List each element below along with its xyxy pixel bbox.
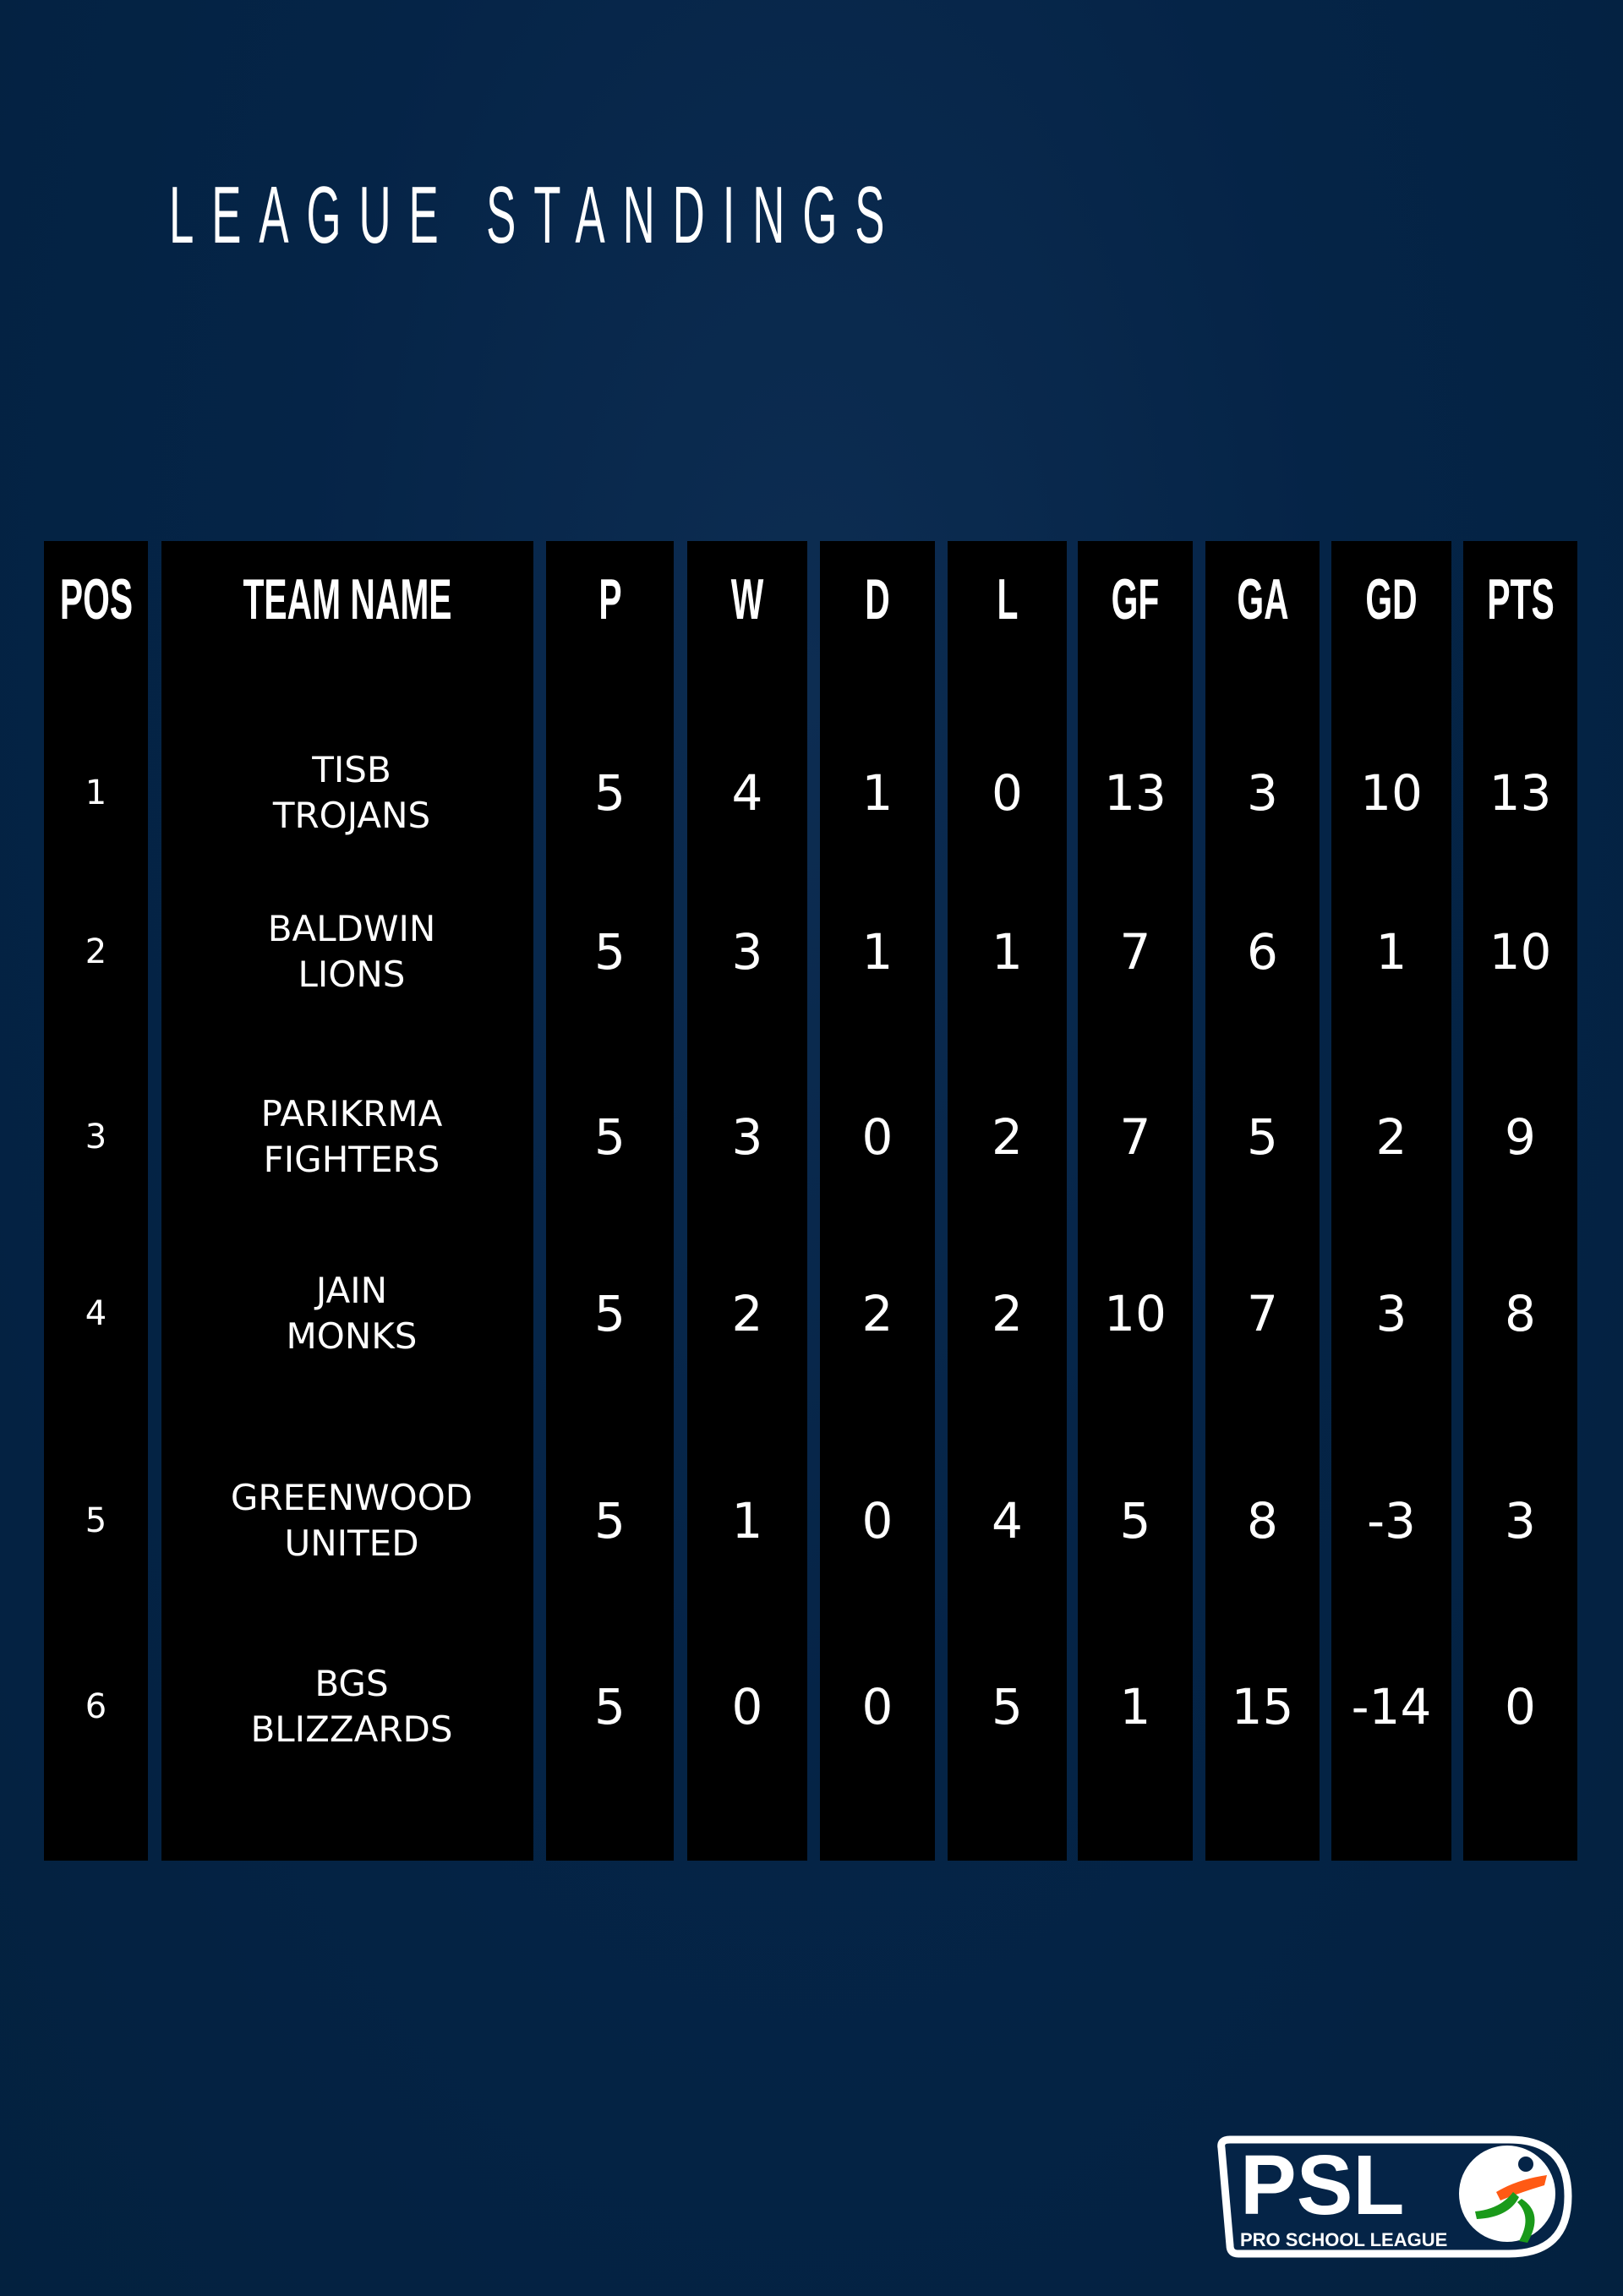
cell-w: 3 bbox=[731, 923, 763, 981]
cell-d: 1 bbox=[861, 764, 893, 822]
cell-l: 5 bbox=[992, 1678, 1023, 1736]
header-gd: GD bbox=[1365, 567, 1418, 631]
cell-w: 1 bbox=[731, 1492, 763, 1550]
team-name-line2: LIONS bbox=[298, 954, 406, 995]
cell-ga: 8 bbox=[1247, 1492, 1278, 1550]
team-name-line1: GREENWOOD bbox=[230, 1477, 473, 1518]
team-name-line1: TISB bbox=[312, 749, 391, 790]
cell-gf: 7 bbox=[1119, 923, 1151, 981]
cell-gf: 7 bbox=[1119, 1108, 1151, 1166]
team-name-line1: JAIN bbox=[315, 1270, 388, 1311]
cell-pos: 1 bbox=[85, 774, 107, 812]
logo-subtitle: PRO SCHOOL LEAGUE bbox=[1240, 2229, 1447, 2250]
cell-gd: 2 bbox=[1375, 1108, 1407, 1166]
column-gf bbox=[1078, 541, 1193, 1861]
cell-l: 2 bbox=[992, 1108, 1023, 1166]
cell-pos: 5 bbox=[85, 1501, 107, 1540]
cell-pos: 3 bbox=[85, 1118, 107, 1156]
team-name-line1: PARIKRMA bbox=[260, 1093, 443, 1134]
header-d: D bbox=[865, 567, 890, 631]
cell-d: 2 bbox=[861, 1285, 893, 1342]
cell-pts: 9 bbox=[1505, 1108, 1536, 1166]
cell-p: 5 bbox=[594, 1492, 626, 1550]
column-d bbox=[820, 541, 935, 1861]
cell-w: 0 bbox=[731, 1678, 763, 1736]
cell-ga: 5 bbox=[1247, 1108, 1278, 1166]
cell-pos: 2 bbox=[85, 932, 107, 971]
cell-d: 1 bbox=[861, 923, 893, 981]
cell-ga: 3 bbox=[1247, 764, 1278, 822]
team-name-line2: TROJANS bbox=[272, 795, 431, 836]
logo-text: PSL bbox=[1240, 2138, 1404, 2233]
header-pos: POS bbox=[59, 567, 133, 631]
cell-d: 0 bbox=[861, 1678, 893, 1736]
cell-pts: 10 bbox=[1489, 923, 1552, 981]
team-name: PARIKRMA FIGHTERS bbox=[261, 1091, 443, 1183]
cell-p: 5 bbox=[594, 1678, 626, 1736]
cell-l: 4 bbox=[992, 1492, 1023, 1550]
cell-gd: 3 bbox=[1375, 1285, 1407, 1342]
header-w: W bbox=[730, 567, 764, 631]
cell-pts: 0 bbox=[1505, 1678, 1536, 1736]
cell-d: 0 bbox=[861, 1108, 893, 1166]
cell-pts: 3 bbox=[1505, 1492, 1536, 1550]
header-gf: GF bbox=[1111, 567, 1160, 631]
psl-logo: PSL PRO SCHOOL LEAGUE bbox=[1217, 2135, 1572, 2258]
column-l bbox=[948, 541, 1067, 1861]
team-name-line2: BLIZZARDS bbox=[250, 1708, 453, 1750]
column-p bbox=[546, 541, 674, 1861]
header-team: TEAM NAME bbox=[243, 567, 452, 631]
cell-gf: 13 bbox=[1104, 764, 1167, 822]
team-name-line2: FIGHTERS bbox=[263, 1139, 440, 1180]
column-team bbox=[161, 541, 533, 1861]
cell-pts: 13 bbox=[1489, 764, 1552, 822]
header-pts: PTS bbox=[1486, 567, 1555, 631]
cell-gf: 10 bbox=[1104, 1285, 1167, 1342]
team-name: TISB TROJANS bbox=[273, 747, 430, 839]
header-l: L bbox=[997, 567, 1018, 631]
cell-ga: 6 bbox=[1247, 923, 1278, 981]
column-pos bbox=[44, 541, 148, 1861]
team-name-line1: BGS bbox=[314, 1663, 389, 1704]
cell-gd: 10 bbox=[1360, 764, 1423, 822]
cell-gf: 5 bbox=[1119, 1492, 1151, 1550]
team-name: BALDWIN LIONS bbox=[268, 906, 436, 998]
header-p: P bbox=[598, 567, 622, 631]
cell-w: 4 bbox=[731, 764, 763, 822]
cell-gd: -3 bbox=[1367, 1492, 1416, 1550]
cell-gf: 1 bbox=[1119, 1678, 1151, 1736]
column-ga bbox=[1205, 541, 1320, 1861]
cell-p: 5 bbox=[594, 1285, 626, 1342]
cell-p: 5 bbox=[594, 764, 626, 822]
cell-l: 1 bbox=[992, 923, 1023, 981]
cell-w: 3 bbox=[731, 1108, 763, 1166]
page-title: LEAGUE STANDINGS bbox=[169, 170, 903, 260]
team-name: JAIN MONKS bbox=[287, 1268, 418, 1359]
cell-l: 0 bbox=[992, 764, 1023, 822]
team-name: GREENWOOD UNITED bbox=[231, 1475, 473, 1566]
cell-l: 2 bbox=[992, 1285, 1023, 1342]
cell-pts: 8 bbox=[1505, 1285, 1536, 1342]
team-name-line2: UNITED bbox=[284, 1522, 419, 1564]
cell-gd: 1 bbox=[1375, 923, 1407, 981]
header-ga: GA bbox=[1236, 567, 1289, 631]
cell-ga: 15 bbox=[1231, 1678, 1294, 1736]
cell-w: 2 bbox=[731, 1285, 763, 1342]
cell-pos: 4 bbox=[85, 1294, 107, 1333]
team-name-line2: MONKS bbox=[286, 1315, 418, 1357]
cell-pos: 6 bbox=[85, 1687, 107, 1726]
column-gd bbox=[1331, 541, 1451, 1861]
cell-p: 5 bbox=[594, 1108, 626, 1166]
column-pts bbox=[1463, 541, 1577, 1861]
team-name: BGS BLIZZARDS bbox=[250, 1661, 452, 1752]
cell-p: 5 bbox=[594, 923, 626, 981]
cell-ga: 7 bbox=[1247, 1285, 1278, 1342]
cell-gd: -14 bbox=[1351, 1678, 1432, 1736]
column-w bbox=[687, 541, 807, 1861]
team-name-line1: BALDWIN bbox=[267, 908, 436, 949]
cell-d: 0 bbox=[861, 1492, 893, 1550]
